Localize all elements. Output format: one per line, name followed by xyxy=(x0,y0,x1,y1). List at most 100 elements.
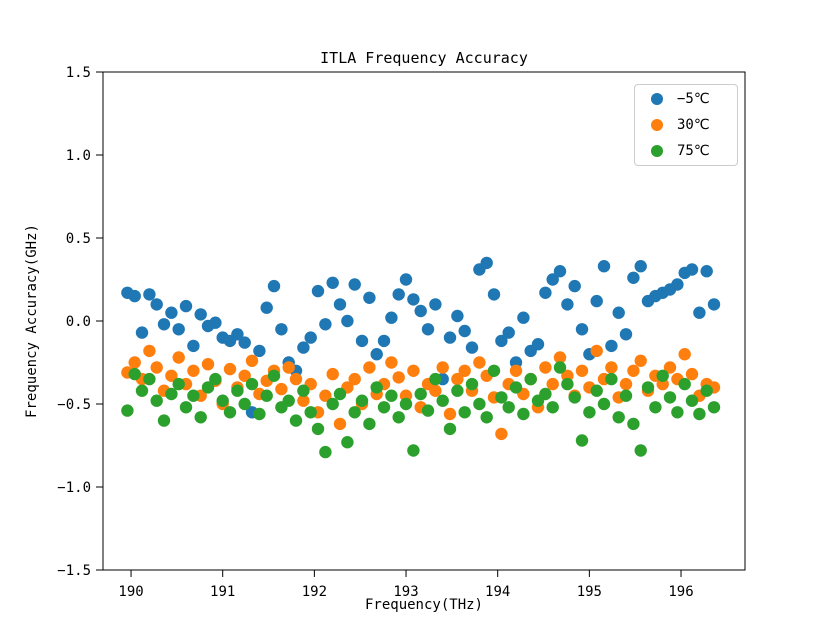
data-point xyxy=(392,411,405,424)
data-point xyxy=(495,391,508,404)
data-point xyxy=(370,381,383,394)
y-tick-label: 0.0 xyxy=(66,314,91,330)
data-point xyxy=(407,293,420,306)
data-point xyxy=(333,298,347,311)
data-point xyxy=(465,377,479,391)
data-point xyxy=(678,348,691,361)
plot-title: ITLA Frequency Accuracy xyxy=(320,49,528,67)
data-point xyxy=(267,279,281,293)
data-point xyxy=(187,339,200,353)
data-point xyxy=(707,401,721,414)
data-point xyxy=(333,417,347,431)
data-point xyxy=(583,406,596,419)
data-point xyxy=(341,436,354,449)
data-point xyxy=(693,407,706,421)
data-point xyxy=(685,367,699,381)
data-point xyxy=(436,394,449,407)
data-point xyxy=(231,384,244,397)
series-2-points xyxy=(121,361,721,459)
data-point xyxy=(451,384,464,397)
data-point xyxy=(458,364,471,377)
data-point xyxy=(539,286,552,299)
legend-marker-minus5c-icon xyxy=(651,93,663,105)
data-point xyxy=(414,387,427,401)
data-point xyxy=(649,401,662,414)
data-point xyxy=(363,291,376,304)
data-point xyxy=(311,284,325,298)
data-point xyxy=(304,331,317,344)
data-point xyxy=(201,358,215,371)
data-point xyxy=(605,361,618,374)
data-point xyxy=(517,311,530,324)
data-point xyxy=(509,364,523,377)
y-axis-label: Frequency Accuracy(GHz) xyxy=(24,224,40,418)
data-point xyxy=(399,273,413,286)
data-point xyxy=(480,411,493,424)
data-point xyxy=(165,387,178,401)
data-point xyxy=(121,404,134,417)
data-point xyxy=(597,397,611,411)
data-point xyxy=(465,341,479,354)
data-point xyxy=(451,309,464,323)
data-point xyxy=(143,372,156,386)
data-point xyxy=(693,306,706,319)
scatter-points xyxy=(121,256,721,459)
data-point xyxy=(238,336,251,349)
data-point xyxy=(502,326,515,339)
data-point xyxy=(355,394,369,407)
data-point xyxy=(421,404,435,417)
data-point xyxy=(260,301,273,314)
data-point xyxy=(311,422,325,436)
y-tick-label: −0.5 xyxy=(57,397,91,413)
data-point xyxy=(619,328,633,341)
data-point xyxy=(260,389,273,402)
data-point xyxy=(150,394,163,407)
x-axis-label: Frequency(THz) xyxy=(365,597,483,613)
legend-label-75c: 75℃ xyxy=(677,143,710,159)
data-point xyxy=(304,406,317,419)
data-point xyxy=(385,389,398,402)
data-point xyxy=(179,299,193,313)
data-point xyxy=(605,372,618,386)
data-point xyxy=(238,369,251,382)
data-point xyxy=(363,361,376,374)
data-point xyxy=(326,367,339,381)
legend-label-minus5c: −5℃ xyxy=(677,91,710,107)
data-point xyxy=(502,401,515,414)
data-point xyxy=(326,397,339,411)
data-point xyxy=(487,288,501,301)
data-point xyxy=(663,361,677,374)
y-tick-label: 1.5 xyxy=(66,65,91,81)
data-point xyxy=(671,406,684,419)
data-point xyxy=(407,444,420,457)
data-point xyxy=(377,334,391,348)
data-point xyxy=(634,260,647,273)
data-point xyxy=(458,324,471,338)
data-point xyxy=(671,278,684,291)
data-point xyxy=(487,364,501,377)
data-point xyxy=(209,316,222,329)
data-point xyxy=(605,339,618,353)
data-point xyxy=(517,407,530,421)
data-point xyxy=(135,384,149,397)
data-point xyxy=(531,338,545,351)
data-point xyxy=(700,265,713,278)
data-point xyxy=(128,356,141,369)
data-point xyxy=(172,377,185,391)
data-point xyxy=(553,265,567,278)
data-point xyxy=(231,328,244,341)
x-tick-label: 194 xyxy=(485,584,510,600)
data-point xyxy=(253,407,266,421)
data-point xyxy=(473,397,486,411)
data-point xyxy=(561,377,574,391)
data-point xyxy=(282,394,295,407)
data-point xyxy=(165,369,178,382)
data-point xyxy=(319,318,332,331)
data-point xyxy=(150,361,163,374)
data-point xyxy=(634,354,647,367)
data-point xyxy=(612,306,625,319)
data-point xyxy=(165,306,178,319)
legend-item-75c: 75℃ xyxy=(635,139,737,163)
